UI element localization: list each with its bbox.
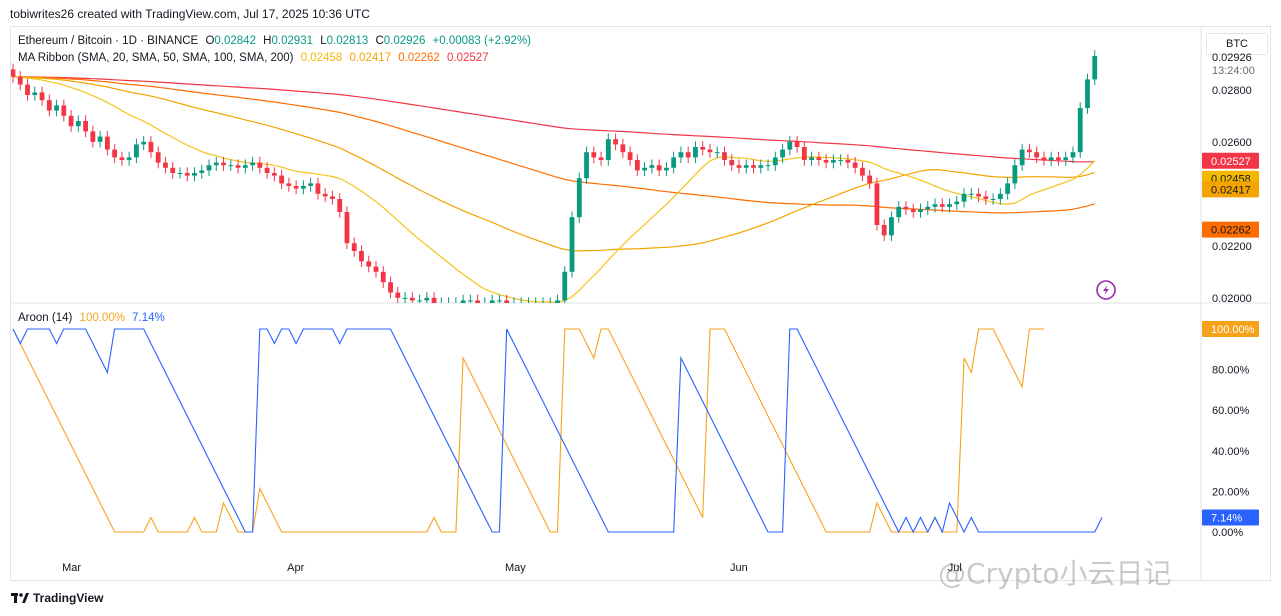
- low-value: 0.02813: [326, 35, 369, 47]
- aroon-down-value: 7.14%: [132, 312, 165, 324]
- high-label: H: [263, 35, 272, 47]
- open-value: 0.02842: [214, 35, 256, 47]
- symbol-title: Ethereum / Bitcoin · 1D · BINANCE: [18, 35, 199, 47]
- chart-creator-line: tobiwrites26 created with TradingView.co…: [10, 7, 370, 21]
- close-label: C: [375, 35, 384, 47]
- high-value: 0.02931: [271, 35, 314, 47]
- change-value: +0.00083 (+2.92%): [432, 35, 532, 47]
- open-label: O: [205, 35, 215, 47]
- aroon-legend[interactable]: Aroon (14) 100.00% 7.14%: [18, 312, 165, 324]
- currency-button[interactable]: BTC: [1206, 33, 1268, 55]
- aroon-up-value: 100.00%: [79, 312, 125, 324]
- ma-ribbon-legend[interactable]: MA Ribbon (SMA, 20, SMA, 50, SMA, 100, S…: [18, 52, 489, 64]
- tradingview-brand-label: TradingView: [33, 591, 104, 605]
- symbol-legend[interactable]: Ethereum / Bitcoin · 1D · BINANCE O0.028…: [18, 35, 531, 47]
- tradingview-logo-icon: [11, 593, 29, 603]
- ma200-value: 0.02527: [447, 52, 489, 64]
- watermark: @Crypto小云日记: [938, 557, 1172, 590]
- ma-ribbon-title: MA Ribbon (SMA, 20, SMA, 50, SMA, 100, S…: [18, 52, 294, 64]
- low-label: L: [320, 35, 327, 47]
- ma50-value: 0.02417: [349, 52, 392, 64]
- aroon-title: Aroon (14): [18, 312, 73, 324]
- ma100-value: 0.02262: [398, 52, 440, 64]
- close-value: 0.02926: [383, 35, 426, 47]
- chart-frame: [10, 26, 1271, 581]
- tradingview-brand[interactable]: TradingView: [11, 591, 103, 605]
- ma20-value: 0.02458: [300, 52, 343, 64]
